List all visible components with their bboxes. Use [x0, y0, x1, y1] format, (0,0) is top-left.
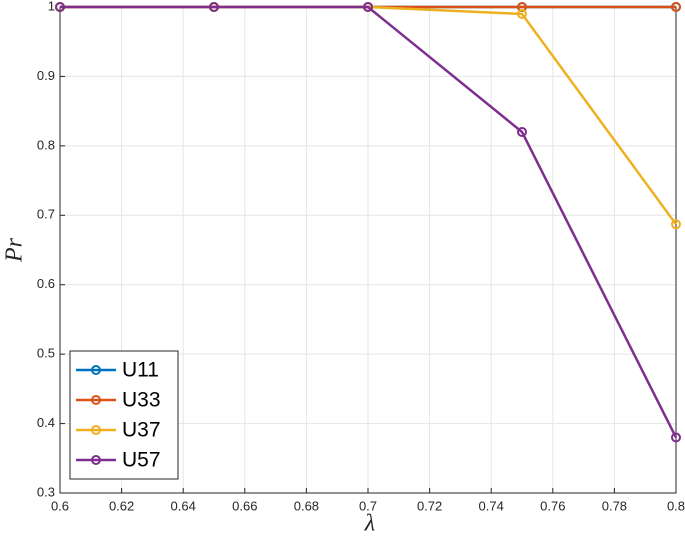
series-line: [60, 5, 678, 439]
x-tick-label: 0.78: [602, 498, 627, 513]
x-tick-label: 0.7: [359, 498, 377, 513]
y-tick-label: 0.7: [37, 207, 55, 222]
legend-label: U33: [122, 389, 161, 412]
x-axis-label: λ: [364, 511, 375, 537]
marker: [209, 2, 219, 12]
marker: [671, 219, 681, 230]
marker: [55, 2, 65, 12]
legend-box: [69, 350, 179, 480]
x-tick-label: 0.6: [51, 498, 69, 513]
marker: [517, 8, 527, 19]
marker: [517, 2, 527, 12]
y-tick-label: 0.8: [37, 137, 55, 152]
y-tick-label: 0.6: [37, 276, 55, 291]
x-tick-label: 0.66: [232, 498, 257, 513]
x-tick-label: 0.62: [109, 498, 134, 513]
legend-label: U57: [122, 449, 161, 472]
marker: [517, 126, 527, 137]
legend-marker: [91, 395, 101, 405]
y-tick-label: 0.4: [37, 415, 55, 430]
x-tick-label: 0.64: [171, 498, 196, 513]
y-axis-label: Pr: [2, 237, 28, 263]
x-tick-label: 0.76: [540, 498, 565, 513]
legend: U11 U33 U37 U57: [69, 350, 179, 480]
y-tick-label: 1: [48, 0, 55, 13]
legend-marker: [91, 425, 101, 435]
marker: [671, 2, 681, 12]
legend-label: U11: [122, 359, 159, 382]
legend-marker: [91, 455, 101, 465]
y-tick-label: 0.3: [37, 484, 55, 499]
y-tick-label: 0.5: [37, 346, 55, 361]
marker: [363, 2, 373, 12]
y-tick-label: 0.9: [37, 68, 55, 83]
x-tick-label: 0.72: [417, 498, 442, 513]
x-tick-label: 0.8: [667, 498, 685, 513]
marker: [671, 432, 681, 443]
x-tick-label: 0.68: [294, 498, 319, 513]
legend-label: U37: [122, 419, 161, 442]
x-tick-label: 0.74: [479, 498, 504, 513]
legend-marker: [91, 365, 101, 375]
